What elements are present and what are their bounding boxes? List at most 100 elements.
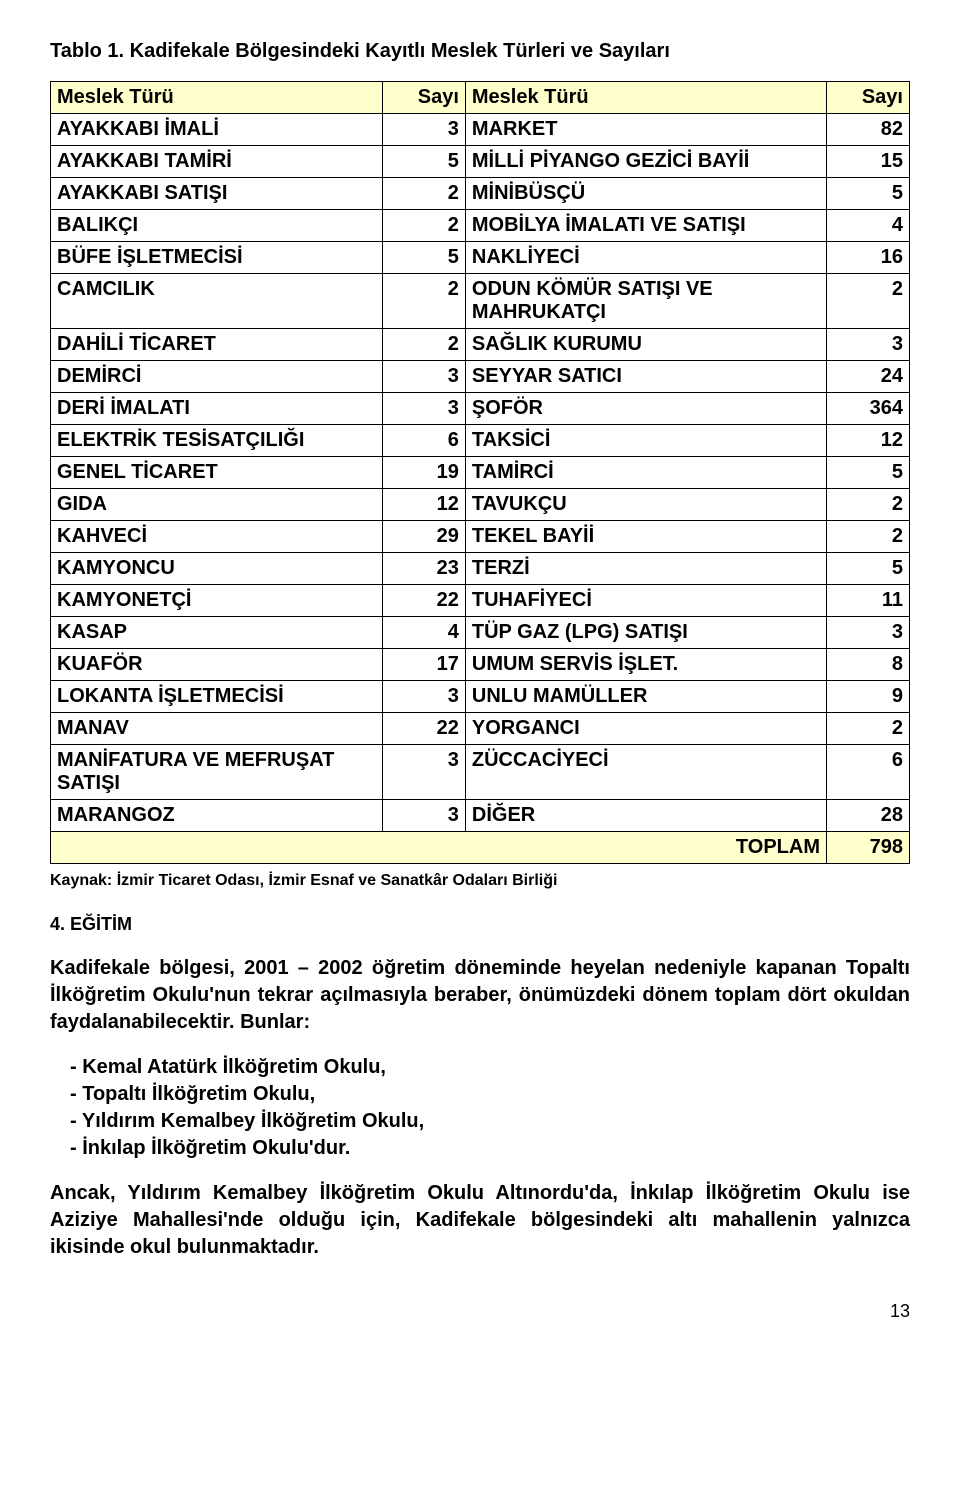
table-cell: 15: [827, 146, 910, 178]
table-cell: 2: [382, 274, 465, 329]
table-cell: KUAFÖR: [51, 649, 383, 681]
table-cell: NAKLİYECİ: [465, 242, 826, 274]
table-row: LOKANTA İŞLETMECİSİ3UNLU MAMÜLLER9: [51, 681, 910, 713]
table-cell: 8: [827, 649, 910, 681]
table-cell: MANİFATURA VE MEFRUŞAT SATIŞI: [51, 745, 383, 800]
table-cell: 2: [827, 489, 910, 521]
table-cell: ZÜCCACİYECİ: [465, 745, 826, 800]
table-row: KAHVECİ29TEKEL BAYİİ2: [51, 521, 910, 553]
table-cell: MARKET: [465, 114, 826, 146]
table-row: AYAKKABI İMALİ3MARKET82: [51, 114, 910, 146]
table-cell: 11: [827, 585, 910, 617]
table-row: KASAP4TÜP GAZ (LPG) SATIŞI3: [51, 617, 910, 649]
table-cell: TÜP GAZ (LPG) SATIŞI: [465, 617, 826, 649]
table-cell: KASAP: [51, 617, 383, 649]
table-cell: 3: [382, 393, 465, 425]
table-cell: MOBİLYA İMALATI VE SATIŞI: [465, 210, 826, 242]
table-row: GIDA12TAVUKÇU2: [51, 489, 910, 521]
table-cell: 24: [827, 361, 910, 393]
table-cell: DEMİRCİ: [51, 361, 383, 393]
table-cell: KAHVECİ: [51, 521, 383, 553]
table-cell: SAĞLIK KURUMU: [465, 329, 826, 361]
total-label: TOPLAM: [51, 832, 827, 864]
table-cell: 19: [382, 457, 465, 489]
table-row: DERİ İMALATI3ŞOFÖR364: [51, 393, 910, 425]
table-cell: ELEKTRİK TESİSATÇILIĞI: [51, 425, 383, 457]
col-header-left-count: Sayı: [382, 82, 465, 114]
list-item: Topaltı İlköğretim Okulu,: [90, 1083, 910, 1106]
table-row: BÜFE İŞLETMECİSİ5NAKLİYECİ16: [51, 242, 910, 274]
table-cell: UMUM SERVİS İŞLET.: [465, 649, 826, 681]
table-cell: 29: [382, 521, 465, 553]
table-cell: 3: [382, 800, 465, 832]
col-header-left-label: Meslek Türü: [51, 82, 383, 114]
table-cell: YORGANCI: [465, 713, 826, 745]
table-cell: 5: [827, 457, 910, 489]
table-cell: 22: [382, 713, 465, 745]
table-cell: 12: [827, 425, 910, 457]
table-cell: 16: [827, 242, 910, 274]
table-row: KAMYONCU23TERZİ5: [51, 553, 910, 585]
table-cell: LOKANTA İŞLETMECİSİ: [51, 681, 383, 713]
table-cell: TEKEL BAYİİ: [465, 521, 826, 553]
table-cell: MARANGOZ: [51, 800, 383, 832]
col-header-right-label: Meslek Türü: [465, 82, 826, 114]
table-cell: 5: [382, 146, 465, 178]
table-cell: DERİ İMALATI: [51, 393, 383, 425]
table-cell: 28: [827, 800, 910, 832]
table-row: GENEL TİCARET19TAMİRCİ5: [51, 457, 910, 489]
table-source: Kaynak: İzmir Ticaret Odası, İzmir Esnaf…: [50, 872, 910, 890]
table-row: MANİFATURA VE MEFRUŞAT SATIŞI3ZÜCCACİYEC…: [51, 745, 910, 800]
table-cell: AYAKKABI TAMİRİ: [51, 146, 383, 178]
table-cell: 9: [827, 681, 910, 713]
section-title: 4. EĞİTİM: [50, 914, 910, 935]
table-row: MARANGOZ3DİĞER28: [51, 800, 910, 832]
table-cell: 2: [827, 713, 910, 745]
table-row: DEMİRCİ3SEYYAR SATICI24: [51, 361, 910, 393]
table-cell: BALIKÇI: [51, 210, 383, 242]
table-cell: 6: [382, 425, 465, 457]
table-cell: ŞOFÖR: [465, 393, 826, 425]
table-row: BALIKÇI2MOBİLYA İMALATI VE SATIŞI4: [51, 210, 910, 242]
table-row: AYAKKABI SATIŞI2MİNİBÜSÇÜ5: [51, 178, 910, 210]
table-cell: 364: [827, 393, 910, 425]
table-cell: TAKSİCİ: [465, 425, 826, 457]
table-row: DAHİLİ TİCARET2SAĞLIK KURUMU3: [51, 329, 910, 361]
table-cell: 3: [827, 329, 910, 361]
table-cell: DİĞER: [465, 800, 826, 832]
table-row: CAMCILIK2ODUN KÖMÜR SATIŞI VE MAHRUKATÇI…: [51, 274, 910, 329]
table-cell: 2: [382, 210, 465, 242]
table-cell: TAMİRCİ: [465, 457, 826, 489]
paragraph-2: Ancak, Yıldırım Kemalbey İlköğretim Okul…: [50, 1180, 910, 1261]
table-cell: ODUN KÖMÜR SATIŞI VE MAHRUKATÇI: [465, 274, 826, 329]
table-cell: 82: [827, 114, 910, 146]
table-cell: 4: [382, 617, 465, 649]
table-cell: 3: [382, 681, 465, 713]
table-cell: 3: [827, 617, 910, 649]
list-item: Kemal Atatürk İlköğretim Okulu,: [90, 1056, 910, 1079]
school-list: Kemal Atatürk İlköğretim Okulu, Topaltı İ…: [50, 1056, 910, 1160]
total-value: 798: [827, 832, 910, 864]
table-cell: AYAKKABI İMALİ: [51, 114, 383, 146]
total-row: TOPLAM 798: [51, 832, 910, 864]
table-header-row: Meslek Türü Sayı Meslek Türü Sayı: [51, 82, 910, 114]
table-cell: 2: [382, 329, 465, 361]
table-cell: 22: [382, 585, 465, 617]
table-cell: DAHİLİ TİCARET: [51, 329, 383, 361]
table-cell: TUHAFİYECİ: [465, 585, 826, 617]
table-row: ELEKTRİK TESİSATÇILIĞI6TAKSİCİ12: [51, 425, 910, 457]
table-cell: 5: [827, 178, 910, 210]
table-cell: GENEL TİCARET: [51, 457, 383, 489]
table-cell: 12: [382, 489, 465, 521]
table-cell: 6: [827, 745, 910, 800]
table-cell: 17: [382, 649, 465, 681]
table-cell: UNLU MAMÜLLER: [465, 681, 826, 713]
table-row: KUAFÖR17UMUM SERVİS İŞLET.8: [51, 649, 910, 681]
table-cell: 3: [382, 114, 465, 146]
table-cell: MİNİBÜSÇÜ: [465, 178, 826, 210]
table-cell: MİLLİ PİYANGO GEZİCİ BAYİİ: [465, 146, 826, 178]
table-cell: 5: [382, 242, 465, 274]
list-item: Yıldırım Kemalbey İlköğretim Okulu,: [90, 1110, 910, 1133]
table-cell: 23: [382, 553, 465, 585]
table-cell: CAMCILIK: [51, 274, 383, 329]
